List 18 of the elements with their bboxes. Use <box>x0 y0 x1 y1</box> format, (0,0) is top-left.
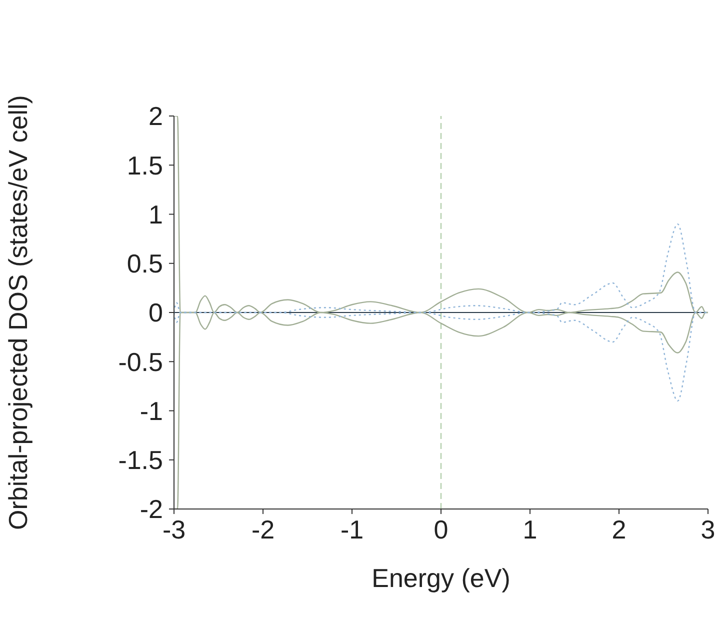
y-tick-label: 0.5 <box>126 248 163 279</box>
y-tick-label: 1.5 <box>126 150 163 180</box>
x-tick-label: -2 <box>251 514 275 544</box>
y-axis-title: Orbital-projected DOS (states/eV cell) <box>3 95 34 530</box>
y-tick-label: 0 <box>148 298 163 328</box>
x-tick-label: -1 <box>340 514 364 544</box>
y-tick-label: -2 <box>140 494 163 524</box>
y-tick-label: -1.5 <box>118 445 163 476</box>
y-tick-label: 2 <box>148 101 163 132</box>
x-tick-label: -3 <box>162 514 186 544</box>
y-tick-label: -0.5 <box>118 346 163 377</box>
x-tick-label: 1 <box>522 514 538 544</box>
x-tick-label: 0 <box>434 514 448 544</box>
x-tick-label: 2 <box>612 514 626 544</box>
x-axis-title: Energy (eV) <box>372 563 510 593</box>
y-tick-label: 1 <box>148 199 163 230</box>
y-tick-label: -1 <box>140 396 163 426</box>
x-tick-label: 3 <box>700 514 716 544</box>
